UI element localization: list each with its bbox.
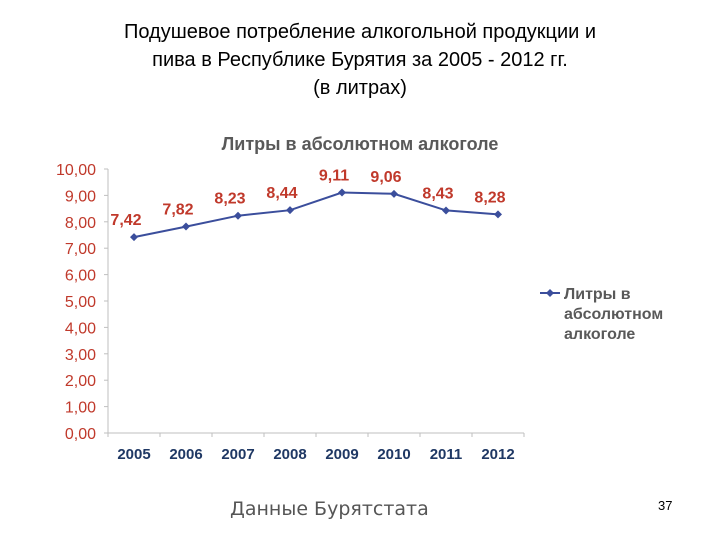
x-tick-label: 2007 — [221, 446, 254, 463]
data-point — [130, 233, 138, 242]
y-tick-label: 4,00 — [65, 320, 96, 337]
data-point — [442, 206, 450, 215]
data-label: 8,23 — [214, 191, 245, 208]
x-tick-label: 2008 — [273, 446, 306, 463]
x-axis-ticks: 2005 2006 2007 2008 2009 2010 2011 2012 — [107, 433, 525, 463]
data-label: 7,42 — [110, 212, 141, 229]
data-point — [182, 222, 190, 231]
series-line — [133, 191, 499, 239]
y-tick-label: 10,00 — [56, 162, 96, 179]
y-tick-label: 0,00 — [65, 426, 96, 443]
legend-marker-swatch — [546, 289, 554, 297]
series-layer: 7,42 7,82 8,23 8,44 9,11 9,06 8,43 8,28 — [110, 167, 506, 242]
data-label: 9,11 — [319, 167, 349, 184]
data-label: 8,43 — [422, 185, 453, 202]
data-label: 8,28 — [474, 189, 505, 206]
data-label: 8,44 — [266, 185, 297, 202]
y-axis-ticks: 0,00 1,00 2,00 3,00 4,00 5,00 6,00 7,00 8,00 9,00… — [56, 162, 108, 443]
data-point — [234, 211, 242, 220]
data-label: 9,06 — [370, 169, 401, 186]
y-tick-label: 3,00 — [65, 347, 96, 364]
x-tick-label: 2012 — [481, 446, 514, 463]
page-number: 37 — [658, 498, 673, 513]
data-point — [338, 188, 346, 197]
y-tick-label: 2,00 — [65, 373, 96, 390]
x-tick-label: 2010 — [377, 446, 410, 463]
slide-title-line-2: пива в Республике Бурятия за 2005 - 2012… — [152, 49, 568, 71]
data-point — [286, 206, 294, 215]
legend-label: алкоголе — [564, 326, 635, 343]
y-tick-label: 5,00 — [65, 294, 96, 311]
y-tick-label: 6,00 — [65, 268, 96, 285]
y-tick-label: 8,00 — [65, 215, 96, 232]
data-label: 7,82 — [162, 202, 193, 219]
source-note: Данные Бурятстата — [230, 498, 429, 520]
x-tick-label: 2009 — [325, 446, 358, 463]
y-tick-label: 9,00 — [65, 188, 96, 205]
slide-title-line-1: Подушевое потребление алкогольной продук… — [123, 21, 597, 43]
y-tick-label: 1,00 — [65, 400, 96, 417]
x-tick-label: 2006 — [169, 446, 202, 463]
legend-label: Литры в — [564, 286, 631, 303]
data-point — [390, 189, 398, 198]
slide-title-line-3: (в литрах) — [313, 77, 407, 99]
legend-label: абсолютном — [564, 306, 663, 323]
x-tick-label: 2005 — [117, 446, 150, 463]
y-tick-label: 7,00 — [65, 241, 96, 258]
chart-legend: Литры в абсолютном алкоголе — [540, 286, 663, 343]
data-point — [494, 210, 502, 219]
slide-title: Подушевое потребление алкогольной продук… — [40, 18, 680, 102]
x-tick-label: 2011 — [430, 446, 463, 463]
chart-title: Литры в абсолютном алкоголе — [222, 134, 499, 154]
